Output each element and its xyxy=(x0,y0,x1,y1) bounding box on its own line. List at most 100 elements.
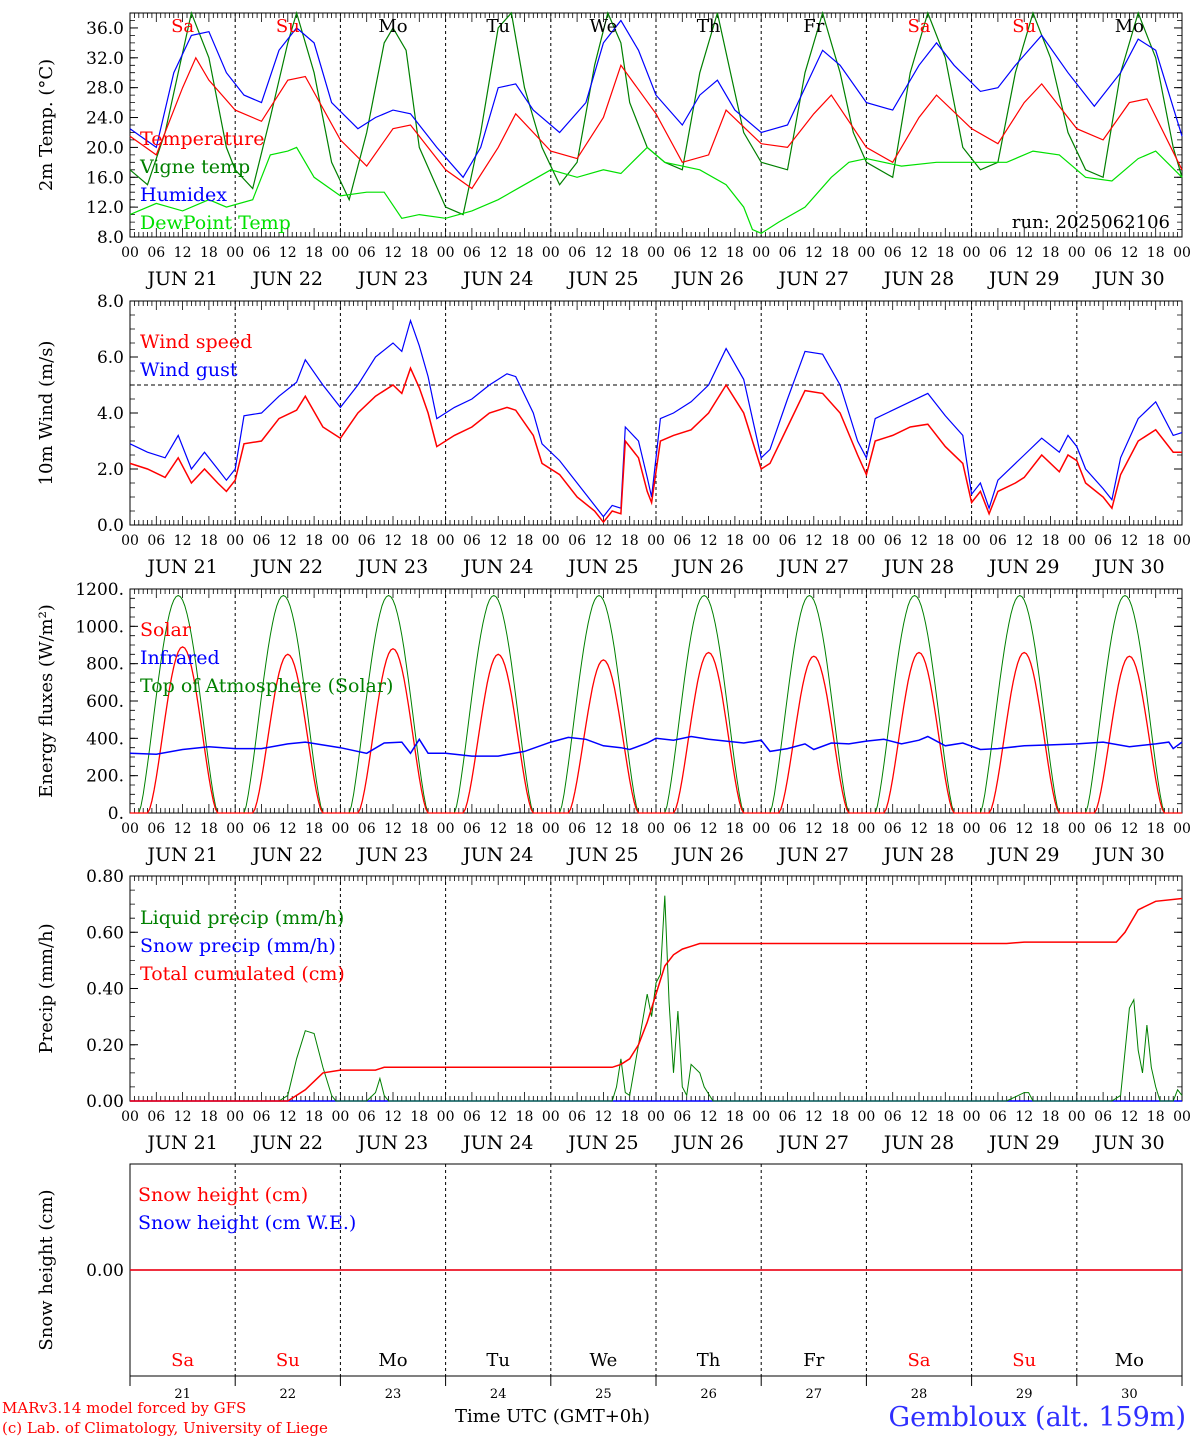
hour-label: 12 xyxy=(384,245,402,261)
hour-label: 18 xyxy=(1147,821,1165,837)
panel-frame xyxy=(129,588,1183,814)
day-label: JUN 23 xyxy=(356,268,428,290)
series-3 xyxy=(129,146,1183,234)
temperature-panel: 8.0 12.0 16.0 20.0 24.0 28.0 32.0 36.0 2m Temp. … xyxy=(36,10,1191,290)
hour-label: 18 xyxy=(621,821,639,837)
day-label: JUN 27 xyxy=(777,844,849,866)
hour-label: 00 xyxy=(963,533,981,549)
day-label: JUN 24 xyxy=(461,268,533,290)
y-minor-ticks xyxy=(130,300,1182,526)
hour-label: 00 xyxy=(963,245,981,261)
hour-label: 00 xyxy=(226,533,244,549)
day-label: JUN 30 xyxy=(1092,1132,1164,1154)
hour-label: 18 xyxy=(305,533,323,549)
hour-label: 00 xyxy=(331,533,349,549)
hour-label: 12 xyxy=(700,245,718,261)
y-tick-label: 0.00 xyxy=(86,1261,124,1281)
hour-label: 12 xyxy=(910,533,928,549)
wind-speed-line xyxy=(129,366,1182,524)
infrared-line xyxy=(129,735,1183,757)
legend-entry: Vigne temp xyxy=(139,156,250,178)
hour-label: 18 xyxy=(410,1109,428,1125)
hour-label: 06 xyxy=(989,1109,1007,1125)
hour-label: 18 xyxy=(621,245,639,261)
hour-label: 18 xyxy=(516,245,534,261)
y-axis-label: Energy fluxes (W/m²) xyxy=(36,604,57,798)
day-number: 29 xyxy=(1016,1387,1033,1402)
hour-label: 00 xyxy=(331,821,349,837)
weekday-label: Sa xyxy=(907,1350,930,1371)
y-axis-label: Precip (mm/h) xyxy=(36,923,57,1053)
day-label: JUN 22 xyxy=(251,556,323,578)
hour-label: 00 xyxy=(437,821,455,837)
y-tick-label: 0.20 xyxy=(86,1036,124,1056)
hour-label: 06 xyxy=(989,533,1007,549)
hour-label: 00 xyxy=(437,245,455,261)
day-number: 23 xyxy=(385,1387,402,1402)
weekday-label: Su xyxy=(276,16,300,37)
hour-label: 12 xyxy=(1120,245,1138,261)
weekday-label: We xyxy=(590,1350,618,1371)
hour-label: 12 xyxy=(279,1109,297,1125)
hour-label: 12 xyxy=(1120,533,1138,549)
hour-label: 12 xyxy=(1015,533,1033,549)
hour-label: 00 xyxy=(542,533,560,549)
cumulated-precip-line xyxy=(130,897,1183,1102)
day-label: JUN 22 xyxy=(251,844,323,866)
hour-label: 00 xyxy=(121,533,139,549)
weekday-label: Mo xyxy=(378,16,407,37)
hour-ticks xyxy=(129,876,1183,1101)
hour-label: 00 xyxy=(857,245,875,261)
hour-label: 18 xyxy=(936,821,954,837)
hour-label: 06 xyxy=(779,245,797,261)
wind-gust-line xyxy=(129,318,1183,518)
hour-label: 00 xyxy=(647,533,665,549)
hour-label: 18 xyxy=(1042,533,1060,549)
day-label: JUN 26 xyxy=(671,268,743,290)
day-label: JUN 21 xyxy=(145,1132,217,1154)
run-label: run: 2025062106 xyxy=(1012,212,1170,233)
hour-label: 00 xyxy=(1173,245,1191,261)
hour-label: 12 xyxy=(700,821,718,837)
day-label: JUN 27 xyxy=(777,556,849,578)
hour-label: 06 xyxy=(463,821,481,837)
legend-entry: Infrared xyxy=(140,647,220,669)
hour-label: 06 xyxy=(147,533,165,549)
y-tick-label: 12.0 xyxy=(86,198,124,218)
hour-label: 18 xyxy=(621,533,639,549)
hour-label: 06 xyxy=(358,245,376,261)
day-label: JUN 29 xyxy=(987,556,1059,578)
hour-label: 12 xyxy=(910,821,928,837)
hour-label: 00 xyxy=(331,245,349,261)
y-tick-label: 8.0 xyxy=(97,292,124,312)
y-tick-label: 0.80 xyxy=(86,867,124,887)
hour-label: 12 xyxy=(805,821,823,837)
legend-entry: Snow precip (mm/h) xyxy=(140,935,336,957)
hour-label: 18 xyxy=(200,245,218,261)
hour-label: 18 xyxy=(831,1109,849,1125)
hour-label: 18 xyxy=(1147,245,1165,261)
day-label: JUN 25 xyxy=(566,1132,638,1154)
y-tick-label: 36.0 xyxy=(86,19,124,39)
day-label: JUN 24 xyxy=(461,556,533,578)
hour-label: 12 xyxy=(174,821,192,837)
y-tick-label: 1200. xyxy=(75,580,124,600)
hour-label: 00 xyxy=(226,245,244,261)
weekday-label: Tu xyxy=(486,1350,510,1371)
hour-label: 12 xyxy=(174,245,192,261)
day-label: JUN 28 xyxy=(882,1132,954,1154)
y-tick-label: 0.0 xyxy=(97,516,124,536)
weekday-label: Th xyxy=(697,16,721,37)
series-2 xyxy=(129,19,1183,179)
hour-label: 12 xyxy=(384,533,402,549)
y-tick-label: 600. xyxy=(86,692,124,712)
hour-label: 06 xyxy=(253,533,271,549)
hour-label: 00 xyxy=(437,533,455,549)
hour-label: 00 xyxy=(1068,245,1086,261)
day-label: JUN 24 xyxy=(461,844,533,866)
time-axis-label: Time UTC (GMT+0h) xyxy=(455,1406,650,1427)
day-label: JUN 22 xyxy=(251,268,323,290)
hour-label: 12 xyxy=(594,245,612,261)
hour-label: 06 xyxy=(884,245,902,261)
